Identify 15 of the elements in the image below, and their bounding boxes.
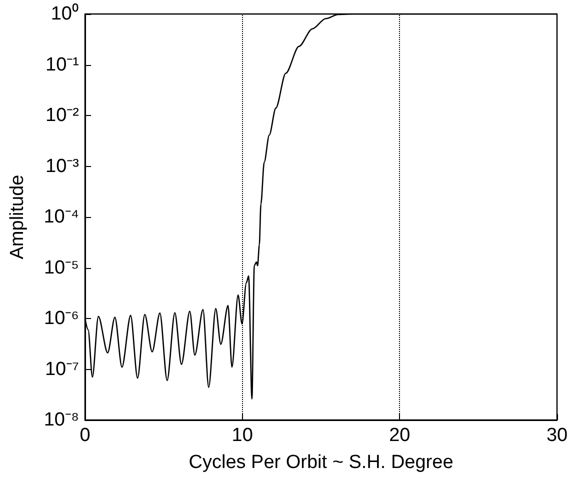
y-tick-label: 10⁻⁶ <box>44 308 79 329</box>
y-tick-label: 10⁻² <box>46 105 79 126</box>
y-tick-label: 10⁻⁸ <box>44 410 79 430</box>
x-tick-label: 20 <box>389 425 410 446</box>
x-tick-label: 10 <box>232 425 253 446</box>
x-tick-label: 30 <box>546 425 568 446</box>
y-axis-title: Amplitude <box>7 174 28 260</box>
y-tick-label: 10⁻⁴ <box>44 206 79 228</box>
y-tick-label: 10⁰ <box>50 2 79 24</box>
x-tick-label: 0 <box>80 425 90 446</box>
y-tick-label: 10⁻⁵ <box>44 257 79 278</box>
y-tick-label: 10⁻⁷ <box>44 358 80 380</box>
x-axis-title: Cycles Per Orbit ~ S.H. Degree <box>188 452 454 473</box>
y-tick-label: 10⁻³ <box>46 156 79 177</box>
y-tick-label: 10⁻¹ <box>46 54 79 76</box>
